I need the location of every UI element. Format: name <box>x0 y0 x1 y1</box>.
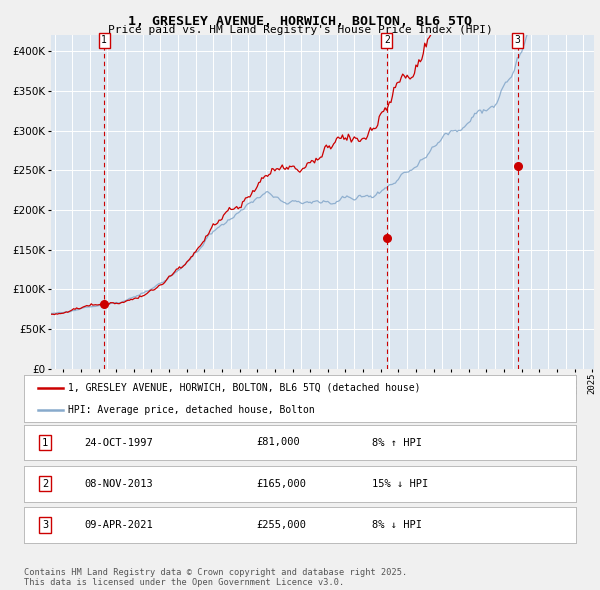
Text: £165,000: £165,000 <box>256 479 306 489</box>
Text: 1, GRESLEY AVENUE, HORWICH, BOLTON, BL6 5TQ: 1, GRESLEY AVENUE, HORWICH, BOLTON, BL6 … <box>128 15 472 28</box>
Text: 15% ↓ HPI: 15% ↓ HPI <box>372 479 428 489</box>
Text: £255,000: £255,000 <box>256 520 306 530</box>
Text: 1, GRESLEY AVENUE, HORWICH, BOLTON, BL6 5TQ (detached house): 1, GRESLEY AVENUE, HORWICH, BOLTON, BL6 … <box>68 383 421 393</box>
Text: 3: 3 <box>515 35 521 45</box>
Text: 8% ↑ HPI: 8% ↑ HPI <box>372 438 422 447</box>
Text: 2: 2 <box>384 35 390 45</box>
Text: 24-OCT-1997: 24-OCT-1997 <box>85 438 154 447</box>
Text: 2: 2 <box>42 479 48 489</box>
Text: 8% ↓ HPI: 8% ↓ HPI <box>372 520 422 530</box>
Text: Contains HM Land Registry data © Crown copyright and database right 2025.
This d: Contains HM Land Registry data © Crown c… <box>24 568 407 587</box>
Text: 09-APR-2021: 09-APR-2021 <box>85 520 154 530</box>
Text: 1: 1 <box>101 35 107 45</box>
Text: HPI: Average price, detached house, Bolton: HPI: Average price, detached house, Bolt… <box>68 405 315 415</box>
Text: Price paid vs. HM Land Registry's House Price Index (HPI): Price paid vs. HM Land Registry's House … <box>107 25 493 35</box>
Text: 1: 1 <box>42 438 48 447</box>
Text: £81,000: £81,000 <box>256 438 299 447</box>
Text: 08-NOV-2013: 08-NOV-2013 <box>85 479 154 489</box>
Text: 3: 3 <box>42 520 48 530</box>
